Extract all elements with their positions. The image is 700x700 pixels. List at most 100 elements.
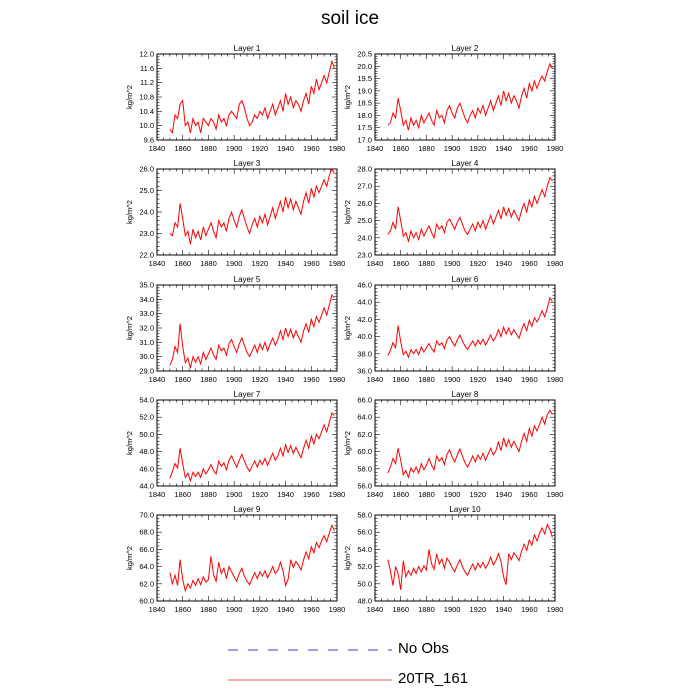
y-axis-label: kg/m^2: [343, 200, 352, 224]
y-axis-label: kg/m^2: [343, 431, 352, 455]
x-tick-label: 1860: [392, 259, 409, 268]
y-tick-label: 25.0: [357, 216, 372, 225]
y-tick-label: 46.0: [139, 464, 154, 473]
x-tick-label: 1860: [392, 605, 409, 614]
chart-layer-7: Layer 7 1840 1860 1880 1900 1920 1940 1960 1980 4…: [125, 390, 345, 499]
x-tick-label: 1860: [392, 144, 409, 153]
x-tick-label: 1900: [444, 375, 461, 384]
chart-title: Layer 6: [452, 275, 479, 284]
y-axis-label: kg/m^2: [125, 85, 134, 109]
y-tick-label: 46.0: [357, 281, 372, 290]
x-tick-label: 1840: [149, 490, 166, 499]
x-tick-label: 1960: [303, 375, 320, 384]
chart-layer-1: Layer 1 1840 1860 1880 1900 1920 1940 1960 1980 9…: [125, 44, 345, 153]
y-axis-label: kg/m^2: [125, 200, 134, 224]
series-line-20tr-161: [169, 293, 335, 369]
x-tick-label: 1860: [392, 375, 409, 384]
y-axis-label: kg/m^2: [125, 546, 134, 570]
x-tick-label: 1900: [226, 605, 243, 614]
y-tick-label: 26.0: [357, 199, 372, 208]
x-tick-label: 1860: [174, 144, 191, 153]
x-tick-label: 1860: [174, 605, 191, 614]
x-tick-label: 1980: [547, 144, 564, 153]
y-axis-label: kg/m^2: [125, 316, 134, 340]
x-tick-label: 1920: [252, 144, 269, 153]
chart-title: Layer 9: [234, 505, 261, 514]
chart-title: Layer 10: [449, 505, 481, 514]
y-tick-label: 54.0: [139, 396, 154, 405]
y-tick-label: 58.0: [357, 511, 372, 520]
x-tick-label: 1940: [277, 605, 294, 614]
x-tick-label: 1840: [367, 144, 384, 153]
x-tick-label: 1920: [252, 375, 269, 384]
y-tick-label: 38.0: [357, 349, 372, 358]
series-line-20tr-161: [169, 523, 335, 593]
y-tick-label: 40.0: [357, 332, 372, 341]
y-tick-label: 50.0: [357, 579, 372, 588]
y-tick-label: 33.0: [139, 309, 154, 318]
y-tick-label: 34.0: [139, 295, 154, 304]
y-tick-label: 23.0: [357, 251, 372, 260]
x-tick-label: 1840: [149, 144, 166, 153]
series-line-20tr-161: [169, 167, 335, 245]
plot-frame: [374, 399, 556, 487]
x-tick-label: 1980: [547, 375, 564, 384]
x-tick-label: 1880: [200, 490, 217, 499]
x-tick-label: 1980: [329, 375, 346, 384]
series-line-20tr-161: [387, 296, 553, 359]
y-axis-label: kg/m^2: [343, 546, 352, 570]
x-tick-label: 1980: [329, 605, 346, 614]
y-tick-label: 10.4: [139, 107, 154, 116]
series-line-20tr-161: [387, 62, 553, 131]
x-tick-label: 1920: [470, 144, 487, 153]
y-tick-label: 12.0: [139, 50, 154, 59]
plot-frame: [374, 168, 556, 256]
x-tick-label: 1840: [367, 375, 384, 384]
x-tick-label: 1980: [547, 259, 564, 268]
page-title: soil ice: [320, 8, 380, 29]
x-tick-label: 1960: [521, 490, 538, 499]
y-tick-label: 17.5: [357, 123, 372, 132]
x-tick-label: 1900: [444, 605, 461, 614]
chart-layer-5: Layer 5 1840 1860 1880 1900 1920 1940 1960 1980 2…: [125, 275, 345, 384]
x-tick-label: 1960: [303, 490, 320, 499]
chart-title: Layer 8: [452, 390, 479, 399]
chart-layer-4: Layer 4 1840 1860 1880 1900 1920 1940 1960 1980 2…: [343, 159, 563, 268]
y-tick-label: 19.0: [357, 86, 372, 95]
chart-title: Layer 3: [234, 159, 261, 168]
y-tick-label: 60.0: [357, 447, 372, 456]
chart-layer-6: Layer 6 1840 1860 1880 1900 1920 1940 1960 1980 3…: [343, 275, 563, 384]
y-tick-label: 62.0: [139, 579, 154, 588]
x-tick-label: 1900: [444, 490, 461, 499]
x-tick-label: 1940: [277, 375, 294, 384]
x-tick-label: 1880: [418, 605, 435, 614]
y-tick-label: 58.0: [357, 464, 372, 473]
x-tick-label: 1900: [444, 259, 461, 268]
x-tick-label: 1880: [418, 259, 435, 268]
plot-frame: [374, 284, 556, 372]
plot-frame: [374, 53, 556, 141]
y-tick-label: 48.0: [357, 597, 372, 606]
y-tick-label: 27.0: [357, 182, 372, 191]
x-tick-label: 1980: [329, 144, 346, 153]
y-tick-label: 24.0: [139, 208, 154, 217]
y-tick-label: 32.0: [139, 324, 154, 333]
y-tick-label: 19.5: [357, 74, 372, 83]
x-tick-label: 1920: [470, 490, 487, 499]
y-tick-label: 20.5: [357, 50, 372, 59]
series-line-20tr-161: [169, 411, 335, 483]
x-tick-label: 1880: [200, 259, 217, 268]
y-axis-label: kg/m^2: [343, 85, 352, 109]
y-tick-label: 48.0: [139, 447, 154, 456]
x-tick-label: 1840: [367, 259, 384, 268]
x-tick-label: 1860: [392, 490, 409, 499]
y-tick-label: 52.0: [357, 562, 372, 571]
y-tick-label: 35.0: [139, 281, 154, 290]
y-tick-label: 44.0: [357, 298, 372, 307]
x-tick-label: 1880: [200, 375, 217, 384]
chart-layer-10: Layer 10 1840 1860 1880 1900 1920 1940 1960 1980…: [343, 505, 563, 614]
x-tick-label: 1880: [418, 375, 435, 384]
y-tick-label: 66.0: [357, 396, 372, 405]
y-tick-label: 18.0: [357, 111, 372, 120]
